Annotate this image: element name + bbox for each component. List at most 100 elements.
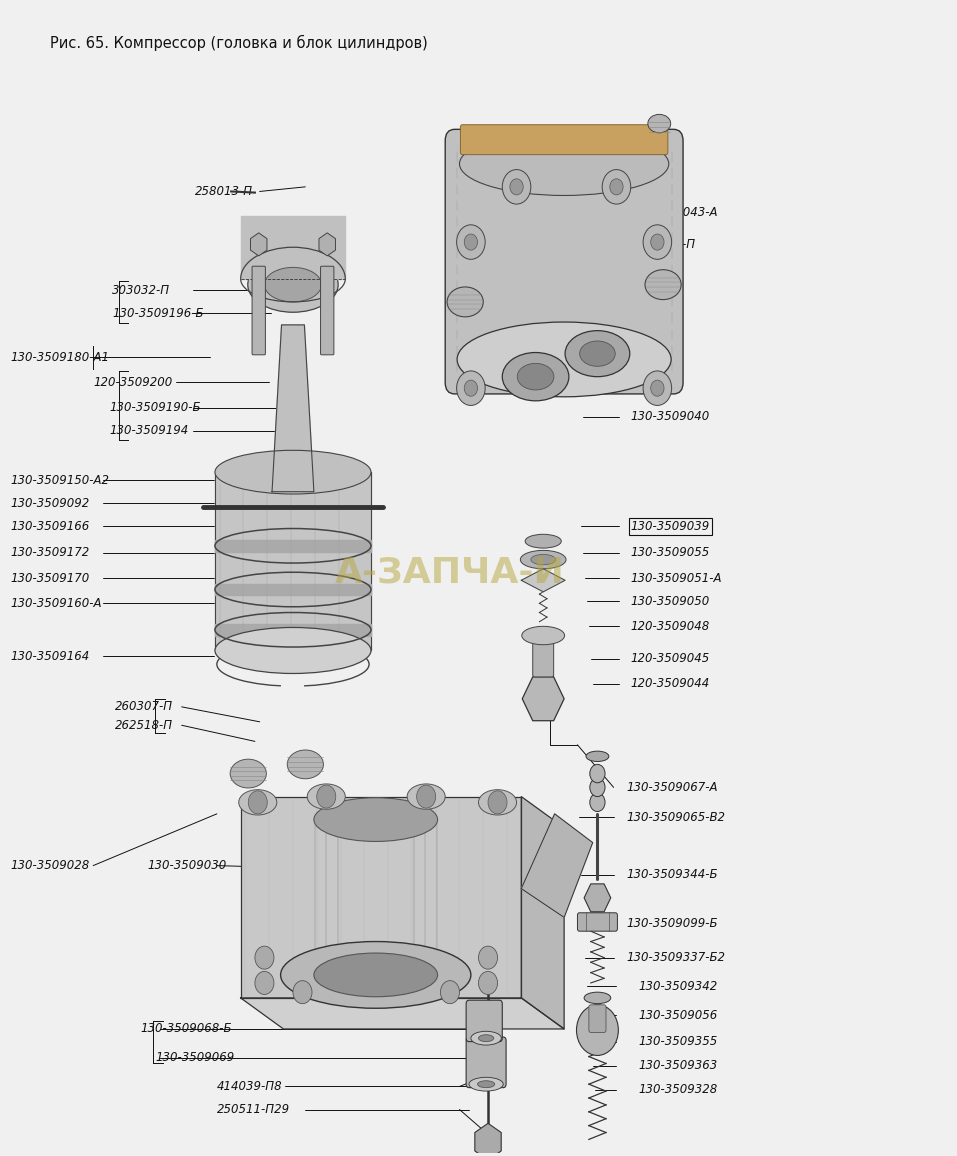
Text: 120-3509048: 120-3509048 <box>631 620 710 632</box>
Ellipse shape <box>307 784 345 809</box>
Ellipse shape <box>478 790 517 815</box>
Text: 130-3509051-А: 130-3509051-А <box>631 571 723 585</box>
Circle shape <box>590 764 605 783</box>
Text: 130-3509043-А: 130-3509043-А <box>626 206 718 218</box>
Circle shape <box>643 371 672 406</box>
Ellipse shape <box>238 790 277 815</box>
Text: 258013-П: 258013-П <box>195 185 253 198</box>
Ellipse shape <box>521 550 566 569</box>
Text: А-ЗАПЧА-И: А-ЗАПЧА-И <box>335 555 565 590</box>
Polygon shape <box>272 325 314 491</box>
Polygon shape <box>215 584 371 595</box>
Ellipse shape <box>518 363 554 390</box>
Text: 130-3509172: 130-3509172 <box>11 546 90 560</box>
Polygon shape <box>522 796 564 1029</box>
Ellipse shape <box>478 1081 495 1088</box>
Polygon shape <box>240 796 522 998</box>
FancyBboxPatch shape <box>466 1037 506 1088</box>
Circle shape <box>456 224 485 259</box>
Circle shape <box>651 234 664 250</box>
Text: 120-3509044: 120-3509044 <box>631 677 710 690</box>
Text: 260307-П: 260307-П <box>115 701 173 713</box>
Ellipse shape <box>447 287 483 317</box>
Text: 120-3509045: 120-3509045 <box>631 652 710 665</box>
Ellipse shape <box>645 269 681 299</box>
Polygon shape <box>215 472 371 651</box>
Polygon shape <box>522 569 565 592</box>
Circle shape <box>293 980 312 1003</box>
Circle shape <box>464 234 478 250</box>
Text: 250511-П29: 250511-П29 <box>217 1103 290 1116</box>
Circle shape <box>478 946 498 969</box>
Text: 130-3509355: 130-3509355 <box>638 1035 718 1048</box>
Ellipse shape <box>215 628 371 674</box>
Circle shape <box>416 785 435 808</box>
FancyBboxPatch shape <box>252 266 265 355</box>
Text: 130-3509056: 130-3509056 <box>638 1009 718 1022</box>
Text: 130-3509180-А1: 130-3509180-А1 <box>11 350 109 364</box>
Ellipse shape <box>525 534 561 548</box>
Text: 130-3509160-А: 130-3509160-А <box>11 596 101 610</box>
Text: 130-3509150-А2: 130-3509150-А2 <box>11 474 109 487</box>
Text: 130-3509092: 130-3509092 <box>11 497 90 510</box>
Circle shape <box>464 380 478 397</box>
Ellipse shape <box>565 331 630 377</box>
Text: 120-3509200: 120-3509200 <box>93 376 172 388</box>
Ellipse shape <box>648 114 671 133</box>
Text: 130-3509068-Б: 130-3509068-Б <box>141 1022 233 1036</box>
Text: 130-3509196-Б: 130-3509196-Б <box>112 306 204 320</box>
Circle shape <box>317 785 336 808</box>
Text: 130-3509040: 130-3509040 <box>631 410 710 423</box>
Ellipse shape <box>459 132 669 195</box>
Text: 130-3509170: 130-3509170 <box>11 571 90 585</box>
Text: 130-3509030: 130-3509030 <box>147 859 227 872</box>
Text: 130-3509194: 130-3509194 <box>109 424 189 437</box>
FancyBboxPatch shape <box>533 636 554 677</box>
Text: Рис. 65. Компрессор (головка и блок цилиндров): Рис. 65. Компрессор (головка и блок цили… <box>51 35 428 51</box>
Ellipse shape <box>215 451 371 494</box>
FancyBboxPatch shape <box>466 1000 502 1042</box>
Circle shape <box>456 371 485 406</box>
Ellipse shape <box>314 953 437 996</box>
Text: 130-3509028: 130-3509028 <box>11 859 90 872</box>
Text: 130-3509190-Б: 130-3509190-Б <box>109 401 201 414</box>
Polygon shape <box>522 814 592 918</box>
Circle shape <box>651 380 664 397</box>
FancyBboxPatch shape <box>460 125 668 155</box>
Circle shape <box>610 179 623 195</box>
Ellipse shape <box>280 941 471 1008</box>
Circle shape <box>576 1005 618 1055</box>
Circle shape <box>510 179 523 195</box>
Circle shape <box>248 791 267 814</box>
Circle shape <box>478 971 498 994</box>
Text: 130-3509055: 130-3509055 <box>631 546 710 560</box>
Text: 130-3509342: 130-3509342 <box>638 980 718 993</box>
Ellipse shape <box>287 750 323 779</box>
Polygon shape <box>215 540 371 551</box>
Circle shape <box>488 791 507 814</box>
Text: 130-3509337-Б2: 130-3509337-Б2 <box>626 951 725 964</box>
Circle shape <box>643 224 672 259</box>
FancyBboxPatch shape <box>577 913 617 932</box>
Text: 130-3509166: 130-3509166 <box>11 520 90 533</box>
Ellipse shape <box>231 759 266 788</box>
Text: 262518-П: 262518-П <box>638 238 697 251</box>
Ellipse shape <box>502 353 568 401</box>
Ellipse shape <box>478 1035 494 1042</box>
Text: 130-3509328: 130-3509328 <box>638 1083 718 1096</box>
FancyBboxPatch shape <box>321 266 334 355</box>
Ellipse shape <box>586 751 609 762</box>
Ellipse shape <box>457 323 671 397</box>
Ellipse shape <box>264 267 322 302</box>
Text: 414039-П8: 414039-П8 <box>217 1080 282 1092</box>
Ellipse shape <box>248 257 338 312</box>
Circle shape <box>255 971 274 994</box>
Ellipse shape <box>407 784 445 809</box>
Text: 130-3509069: 130-3509069 <box>155 1051 234 1065</box>
Circle shape <box>590 778 605 796</box>
Ellipse shape <box>471 1031 501 1045</box>
Text: 130-3509164: 130-3509164 <box>11 650 90 662</box>
Ellipse shape <box>314 798 437 842</box>
Text: 130-3509363: 130-3509363 <box>638 1059 718 1073</box>
Text: 262518-П: 262518-П <box>115 719 173 732</box>
